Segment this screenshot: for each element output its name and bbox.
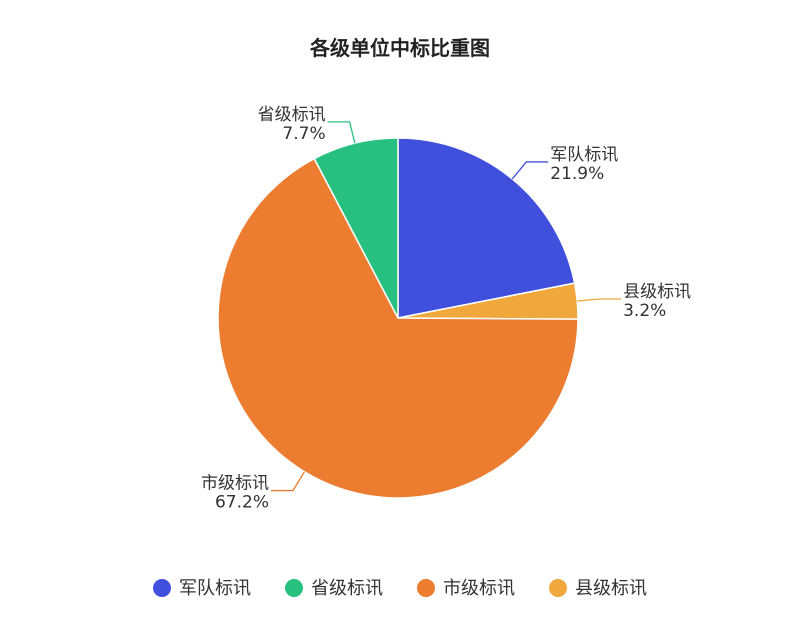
legend-label-2: 市级标讯 (443, 578, 515, 599)
leader-line-0 (511, 161, 549, 180)
legend-item-1[interactable]: 省级标讯 (285, 578, 383, 599)
slice-label-value-2: 67.2% (215, 493, 269, 513)
pie-slice-0[interactable] (397, 137, 576, 319)
pie-slices (217, 137, 579, 499)
slice-label-value-1: 3.2% (623, 301, 666, 321)
legend-swatch-2 (417, 579, 435, 597)
legend-item-0[interactable]: 军队标讯 (153, 578, 251, 599)
slice-label-value-3: 7.7% (282, 124, 325, 144)
legend-item-3[interactable]: 县级标讯 (549, 578, 647, 599)
leader-line-3 (327, 121, 356, 144)
leader-line-2 (270, 471, 305, 492)
legend-swatch-0 (153, 579, 171, 597)
slice-label-name-1: 县级标讯 (623, 282, 691, 302)
legend-label-3: 县级标讯 (575, 578, 647, 599)
legend-item-2[interactable]: 市级标讯 (417, 578, 515, 599)
legend-label-0: 军队标讯 (179, 578, 251, 599)
slice-label-value-0: 21.9% (550, 164, 604, 184)
slice-label-name-3: 省级标讯 (258, 105, 326, 125)
chart-title: 各级单位中标比重图 (309, 36, 490, 60)
chart-legend: 军队标讯 省级标讯 市级标讯 县级标讯 (153, 578, 647, 599)
legend-swatch-3 (549, 579, 567, 597)
legend-swatch-1 (285, 579, 303, 597)
slice-label-name-2: 市级标讯 (201, 474, 269, 494)
leader-line-1 (577, 298, 622, 302)
slice-label-name-0: 军队标讯 (550, 145, 618, 165)
legend-label-1: 省级标讯 (311, 578, 383, 599)
